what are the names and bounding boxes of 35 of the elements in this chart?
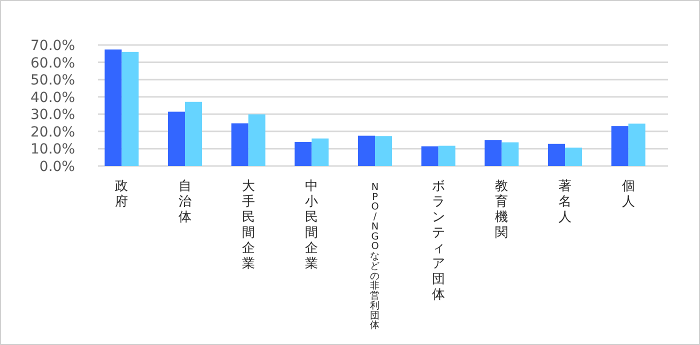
bar xyxy=(168,112,185,166)
bar xyxy=(294,142,312,166)
x-tick-label: 個人 xyxy=(622,179,635,210)
y-tick-label: 30.0% xyxy=(30,107,75,124)
bar xyxy=(312,138,329,166)
bar xyxy=(565,148,582,166)
x-tick-label: 大手民間企業 xyxy=(242,179,255,272)
bar xyxy=(122,52,139,166)
bar xyxy=(104,49,122,166)
bar xyxy=(438,146,456,166)
x-tick-label: 自治体 xyxy=(178,179,192,225)
y-tick-label: 20.0% xyxy=(30,124,75,140)
y-tick-label: 10.0% xyxy=(30,142,75,158)
bar xyxy=(375,136,392,166)
y-tick-label: 70.0% xyxy=(30,38,75,54)
bar xyxy=(611,126,628,166)
y-tick-label: 60.0% xyxy=(30,55,75,72)
y-tick-label: 50.0% xyxy=(30,72,75,89)
bar xyxy=(421,146,438,166)
bar xyxy=(231,123,248,166)
y-tick-label: 40.0% xyxy=(30,90,75,106)
bar xyxy=(628,124,646,166)
x-tick-label: 教育機関 xyxy=(495,179,508,240)
bar xyxy=(185,102,202,166)
x-tick-label: 中小民間企業 xyxy=(305,179,318,272)
x-tick-label: 政府 xyxy=(115,179,128,210)
x-tick-label: NPO/NGOなどの非営利団体 xyxy=(370,182,380,332)
bar xyxy=(502,142,519,166)
x-tick-label: 著名人 xyxy=(558,179,572,225)
bar xyxy=(248,114,266,166)
x-tick-label: ボランティア団体 xyxy=(432,179,445,302)
y-tick-label: 0.0% xyxy=(39,159,75,175)
bar xyxy=(358,136,375,166)
bar xyxy=(548,144,565,166)
bar xyxy=(484,140,502,166)
